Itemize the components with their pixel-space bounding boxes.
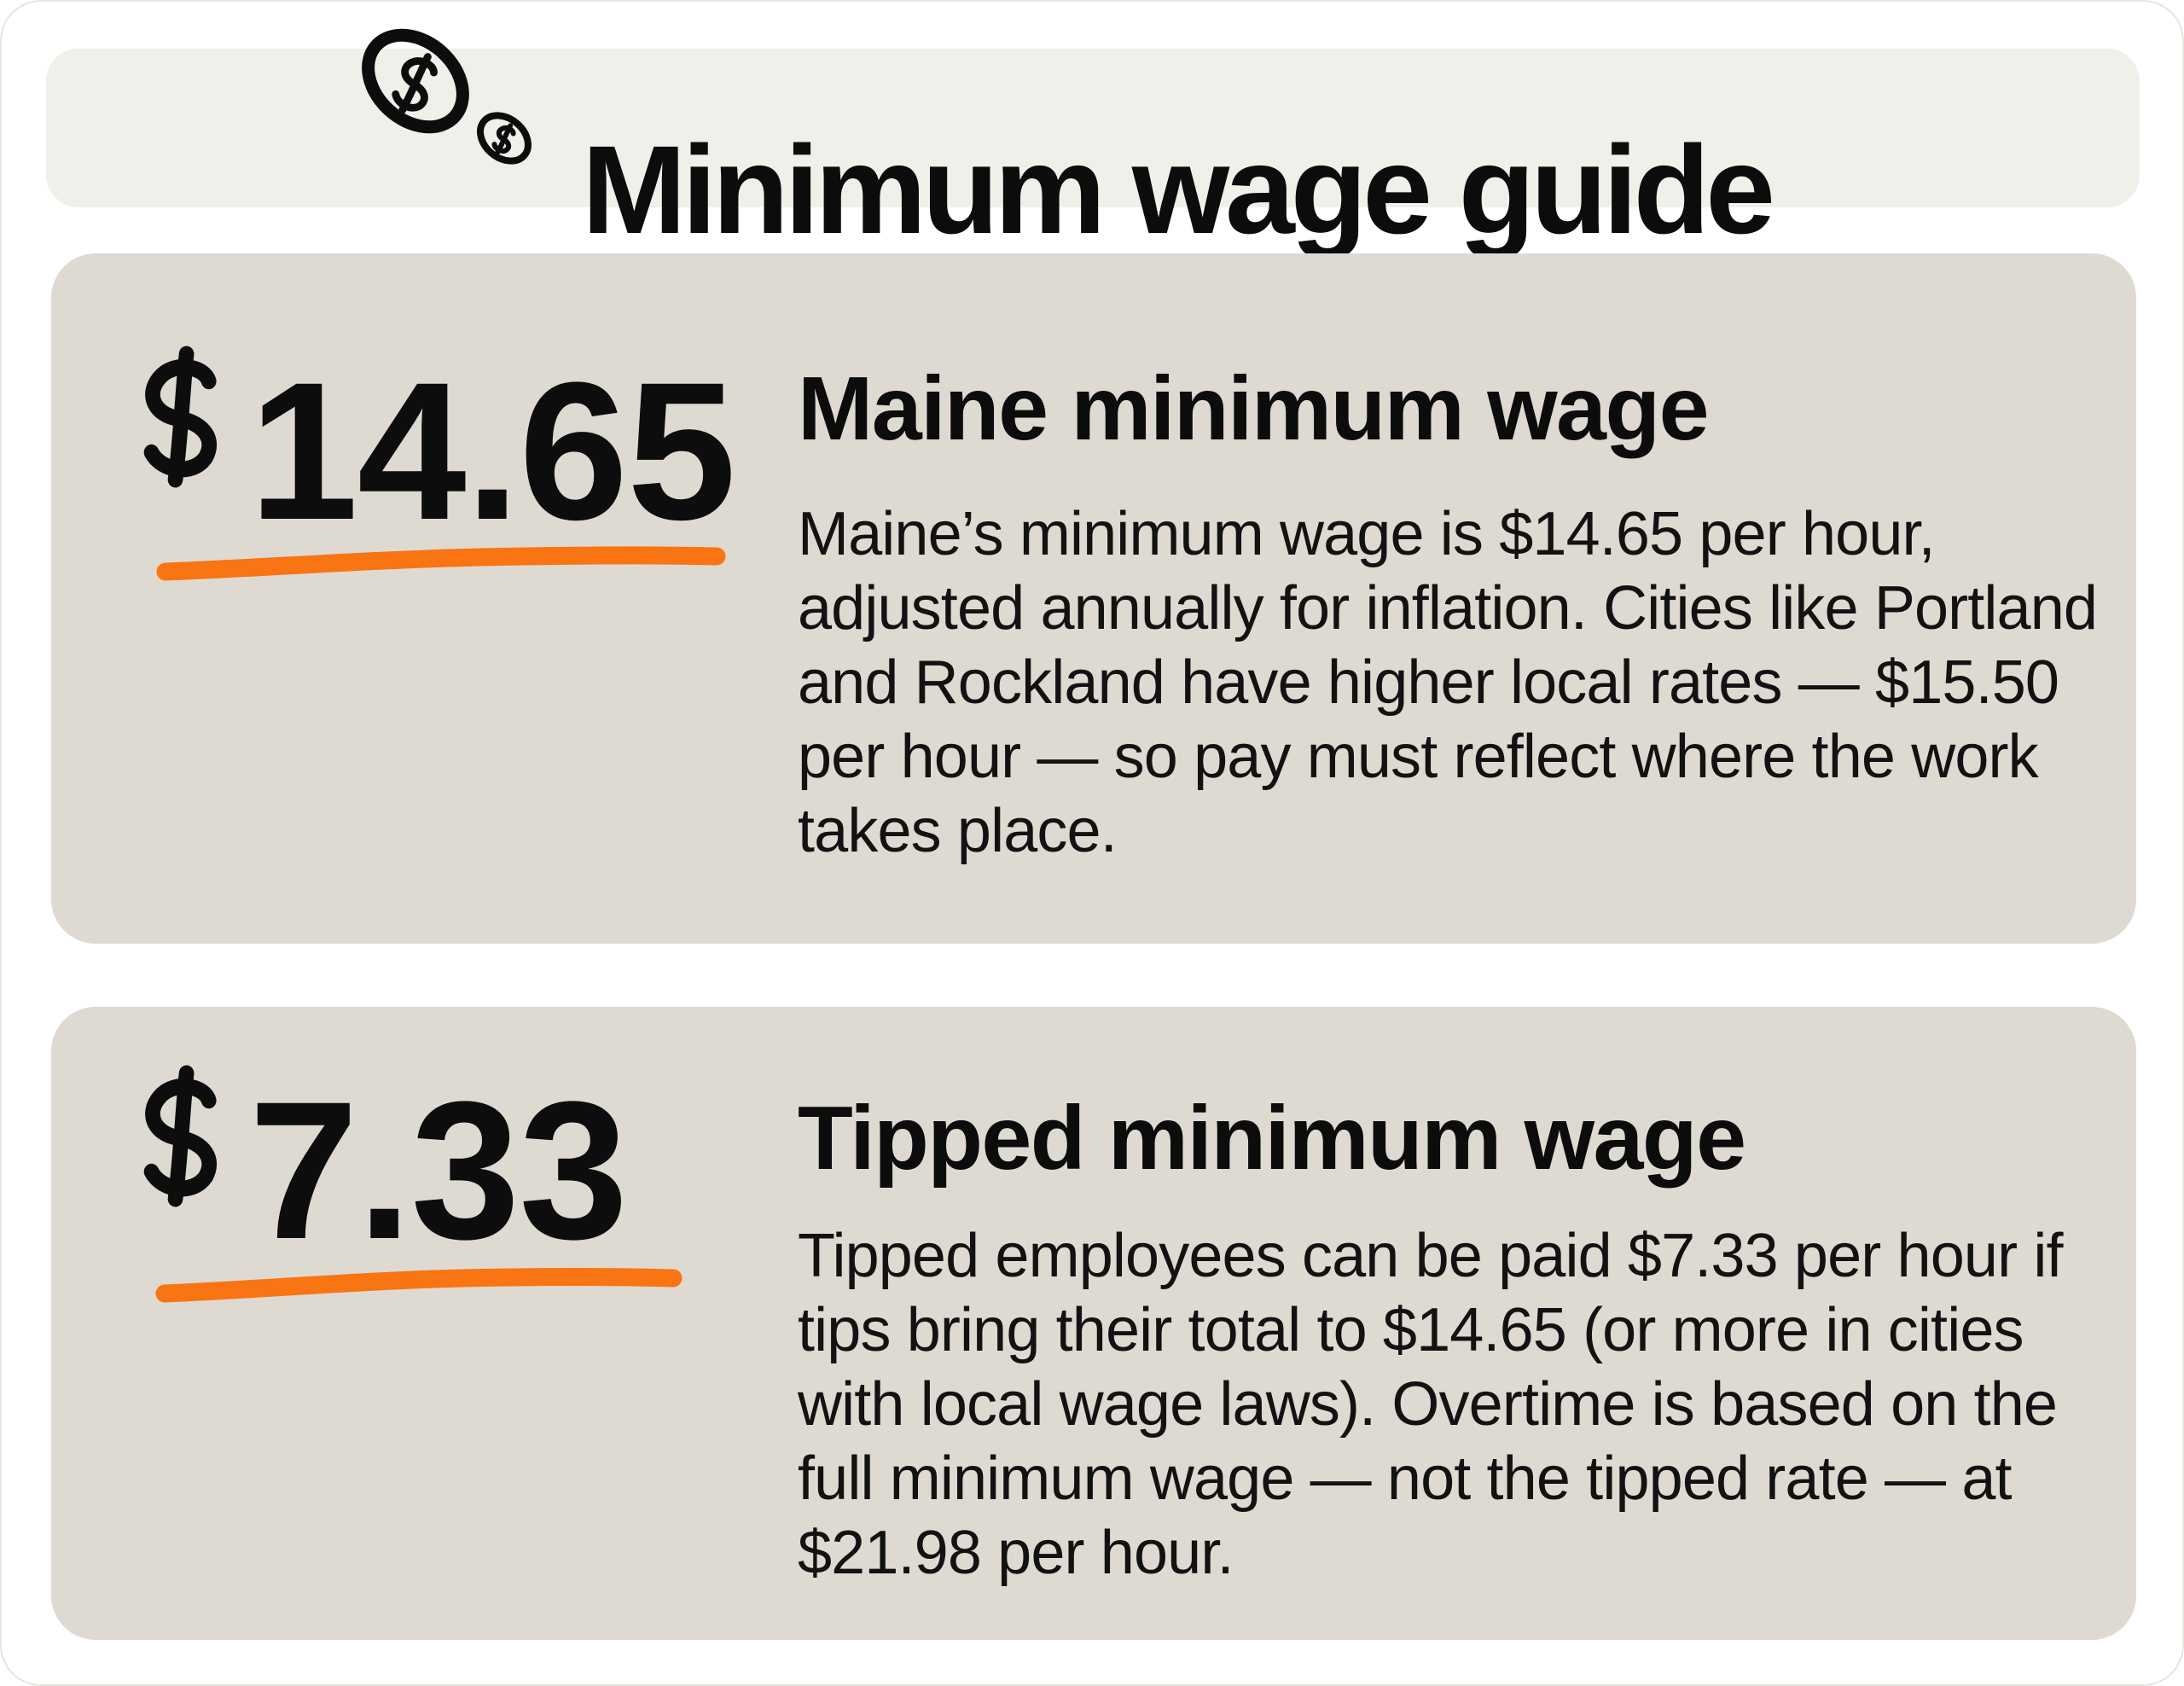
card-heading: Maine minimum wage [798, 358, 1710, 459]
card-text-column: Tipped minimum wage Tipped employees can… [798, 1093, 2107, 1590]
dollar-coin-icon-small [477, 112, 531, 165]
amount-tipped-minimum-wage: 7.33 [134, 1061, 628, 1280]
amount-value: 14.65 [249, 341, 736, 561]
card-heading: Tipped minimum wage [798, 1088, 1746, 1189]
amount-value: 7.33 [249, 1061, 628, 1280]
hand-drawn-dollar-sign-icon [134, 1065, 229, 1207]
card-text-column: Maine minimum wage Maine’s minimum wage … [798, 363, 2107, 869]
dollar-coin-icon [362, 28, 469, 134]
page-title: Minimum wage guide [582, 120, 1775, 261]
card-body-text: Maine’s minimum wage is $14.65 per hour,… [798, 500, 2098, 865]
hand-drawn-underline [155, 1268, 682, 1303]
card-maine-minimum-wage: 14.65 Maine minimum wage Maine’s minimum… [51, 253, 2136, 944]
card-body-text: Tipped employees can be paid $7.33 per h… [798, 1222, 2063, 1587]
amount-maine-minimum-wage: 14.65 [134, 341, 736, 561]
card-tipped-minimum-wage: 7.33 Tipped minimum wage Tipped employee… [51, 1007, 2136, 1640]
header-bar [46, 49, 2140, 207]
hand-drawn-dollar-sign-icon [134, 346, 229, 488]
hand-drawn-underline [156, 546, 726, 581]
